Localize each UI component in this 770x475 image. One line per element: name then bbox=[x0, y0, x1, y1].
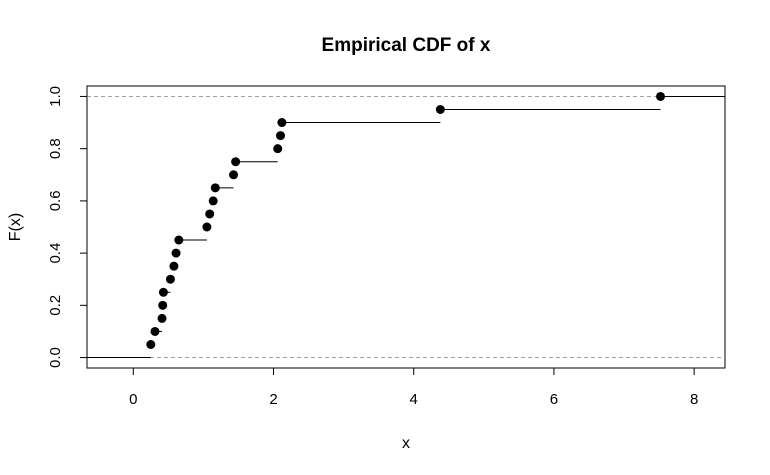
step-segments bbox=[87, 95, 725, 359]
data-points bbox=[146, 91, 665, 349]
data-point bbox=[208, 196, 218, 206]
x-tick-label: 0 bbox=[129, 391, 137, 408]
y-axis-label: F(x) bbox=[7, 213, 24, 241]
data-point bbox=[210, 183, 220, 193]
y-tick-label: 0.0 bbox=[47, 347, 64, 368]
data-point bbox=[231, 157, 241, 167]
x-axis: 0 2 4 6 8 bbox=[129, 367, 698, 408]
x-axis-label: x bbox=[402, 435, 410, 452]
y-tick-label: 0.2 bbox=[47, 295, 64, 316]
y-axis: 0.0 0.2 0.4 0.6 0.8 1.0 bbox=[47, 86, 88, 368]
data-point bbox=[205, 209, 215, 219]
data-point bbox=[655, 91, 665, 101]
data-point bbox=[277, 118, 287, 128]
data-point bbox=[158, 287, 168, 297]
x-tick-label: 6 bbox=[550, 391, 558, 408]
data-point bbox=[171, 248, 181, 258]
data-point bbox=[157, 313, 167, 323]
y-tick-label: 0.8 bbox=[47, 138, 64, 159]
y-tick-label: 1.0 bbox=[47, 86, 64, 107]
data-point bbox=[276, 131, 286, 141]
y-tick-label: 0.4 bbox=[47, 243, 64, 264]
data-point bbox=[165, 274, 175, 284]
data-point bbox=[150, 326, 160, 336]
data-point bbox=[273, 144, 283, 154]
chart-title: Empirical CDF of x bbox=[322, 35, 491, 56]
plot-frame bbox=[86, 85, 726, 369]
data-point bbox=[229, 170, 239, 180]
data-point bbox=[146, 340, 156, 349]
data-point bbox=[169, 261, 179, 271]
x-tick-label: 2 bbox=[269, 391, 277, 408]
x-tick-label: 4 bbox=[410, 391, 418, 408]
reference-lines bbox=[87, 95, 725, 359]
data-point bbox=[158, 300, 168, 310]
x-tick-label: 8 bbox=[690, 391, 698, 408]
data-point bbox=[174, 235, 184, 245]
y-tick-label: 0.6 bbox=[47, 190, 64, 211]
data-point bbox=[435, 105, 445, 114]
data-point bbox=[202, 222, 212, 232]
